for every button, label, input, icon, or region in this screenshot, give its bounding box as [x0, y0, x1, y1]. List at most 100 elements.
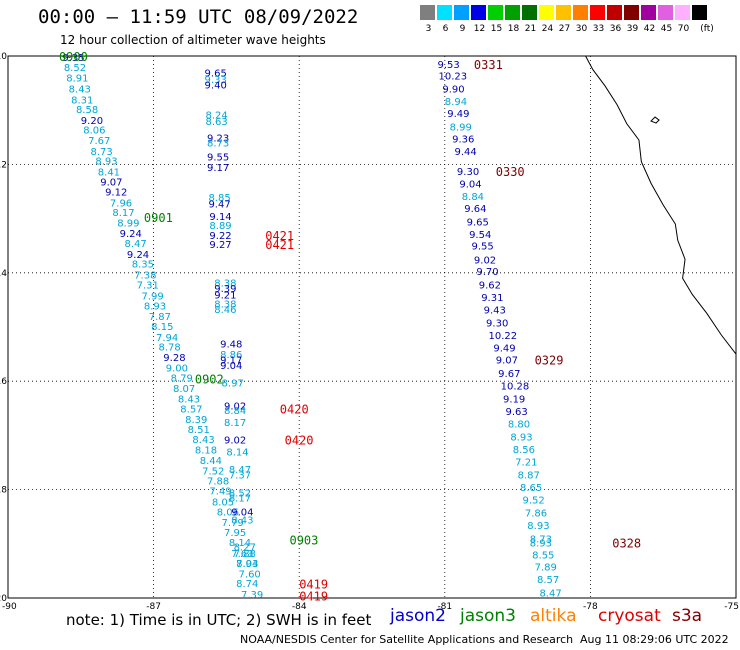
wave-height-value: 7.86 — [525, 508, 547, 519]
wave-height-value: 9.17 — [220, 356, 242, 367]
legend-label: 18 — [507, 24, 520, 34]
wave-height-value: 7.49 — [209, 487, 231, 498]
wave-height-value: 8.03 — [236, 559, 258, 570]
wave-height-value: 8.39 — [185, 415, 207, 426]
wave-height-value: 8.56 — [513, 445, 535, 456]
wave-height-value: 9.40 — [205, 81, 227, 92]
wave-height-value: 9.47 — [208, 199, 230, 210]
wave-height-value: 8.93 — [144, 301, 166, 312]
pass-time-label: 0900 — [59, 50, 88, 64]
wave-height-value: 8.43 — [231, 515, 253, 526]
wave-height-value: 8.17 — [229, 494, 251, 505]
legend-cryosat: cryosat — [598, 606, 661, 626]
wave-height-value: 9.44 — [455, 147, 477, 158]
wave-height-value: 8.24 — [206, 111, 228, 122]
legend-label: 33 — [592, 24, 605, 34]
pass-time-label: 0420 — [285, 434, 314, 448]
wave-height-value: 8.47 — [124, 239, 146, 250]
pass-time-label: 0421 — [265, 229, 294, 243]
wave-height-value: 8.87 — [518, 470, 540, 481]
wave-height-value: 9.36 — [452, 134, 474, 145]
lon-tick-label: -75 — [724, 602, 739, 612]
credit-line: NOAA/NESDIS Center for Satellite Applica… — [240, 633, 574, 646]
wave-height-value: 9.39 — [214, 284, 236, 295]
wave-height-value: 8.78 — [158, 343, 180, 354]
wave-height-value: 9.21 — [214, 290, 236, 301]
legend-swatch — [624, 5, 639, 20]
wave-height-value: 7.21 — [515, 457, 537, 468]
wave-height-value: 8.43 — [192, 435, 214, 446]
wave-height-value: 9.19 — [503, 395, 525, 406]
pass-time-label: 0330 — [496, 165, 525, 179]
legend-label: 42 — [643, 24, 656, 34]
wave-height-value: 9.52 — [522, 495, 544, 506]
lon-tick-label: -90 — [2, 602, 17, 612]
legend-jason3: jason3 — [460, 606, 516, 626]
legend-swatch — [420, 5, 435, 20]
wave-height-value: 9.62 — [479, 281, 501, 292]
legend-swatch — [675, 5, 690, 20]
page-title: 00:00 — 11:59 UTC 08/09/2022 — [38, 6, 359, 28]
lat-tick-label: -14 — [0, 269, 7, 279]
wave-height-value: 9.22 — [209, 231, 231, 242]
wave-height-value: 9.64 — [464, 204, 486, 215]
lat-tick-label: -12 — [0, 160, 7, 170]
wave-height-value: 9.12 — [105, 188, 127, 199]
wave-height-value: 8.73 — [207, 139, 229, 150]
wave-height-value: 8.17 — [112, 208, 134, 219]
wave-height-value: 9.70 — [476, 267, 498, 278]
wave-height-value: 9.04 — [231, 507, 253, 518]
wave-height-value: 8.93 — [510, 432, 532, 443]
map-frame — [7, 55, 737, 599]
wave-height-value: 8.97 — [222, 378, 244, 389]
legend-label: 27 — [558, 24, 571, 34]
legend-swatch — [641, 5, 656, 20]
wave-height-value: 9.48 — [220, 339, 242, 350]
page-subtitle: 12 hour collection of altimeter wave hei… — [60, 33, 326, 47]
wave-height-value: 7.79 — [222, 518, 244, 529]
wave-height-value: 7.96 — [110, 198, 132, 209]
wave-height-value: 8.06 — [83, 126, 105, 137]
wave-height-value: 8.47 — [539, 589, 561, 600]
wave-height-value: 8.35 — [132, 260, 154, 271]
legend-label: 9 — [459, 24, 466, 34]
wave-height-value: 9.23 — [207, 133, 229, 144]
wave-height-value: 9.43 — [484, 306, 506, 317]
wave-height-value: 8.57 — [180, 404, 202, 415]
wave-height-value: 8.89 — [209, 221, 231, 232]
legend-label: 15 — [490, 24, 503, 34]
legend-swatch — [505, 5, 520, 20]
lon-tick-label: -84 — [292, 602, 307, 612]
wave-height-value: 9.20 — [81, 116, 103, 127]
wave-height-value: 9.07 — [496, 356, 518, 367]
wave-height-value: 9.49 — [493, 344, 515, 355]
wave-height-value: 8.63 — [206, 117, 228, 128]
wave-height-value: 8.43 — [178, 395, 200, 406]
wave-height-value: 9.54 — [469, 230, 491, 241]
lon-tick-label: -78 — [583, 602, 598, 612]
legend-label: 45 — [660, 24, 673, 34]
wave-height-value: 10.23 — [438, 72, 467, 83]
legend-jason2: jason2 — [390, 606, 446, 626]
wave-height-value: 8.38 — [214, 300, 236, 311]
pass-time-label: 0902 — [195, 372, 224, 386]
wave-height-value: 8.15 — [151, 322, 173, 333]
wave-height-value: 8.91 — [66, 74, 88, 85]
wave-height-value: 9.24 — [127, 250, 149, 261]
wave-height-value: 8.52 — [229, 488, 251, 499]
wave-height-value: 7.87 — [149, 312, 171, 323]
legend-label: 12 — [473, 24, 486, 34]
lat-tick-label: -18 — [0, 486, 7, 496]
pass-time-label: 0331 — [474, 58, 503, 72]
wave-height-value: 9.53 — [438, 60, 460, 71]
legend-swatch — [573, 5, 588, 20]
lat-tick-label: -20 — [0, 594, 7, 604]
wave-height-value: 8.84 — [224, 406, 246, 417]
wave-height-value: 10.22 — [488, 331, 517, 342]
wave-height-value: 9.17 — [207, 163, 229, 174]
wave-height-value: 9.65 — [467, 217, 489, 228]
wave-height-value: 8.57 — [537, 575, 559, 586]
wave-height-value: 7.52 — [202, 467, 224, 478]
wave-height-value: 9.24 — [120, 229, 142, 240]
wave-height-value: 10.28 — [501, 382, 530, 393]
